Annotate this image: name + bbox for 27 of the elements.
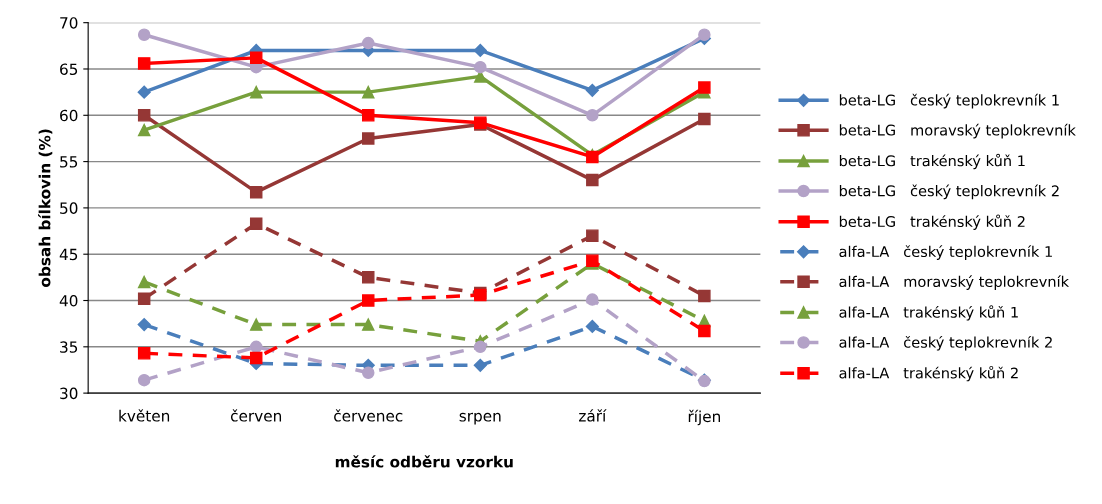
y-tick-label: 40 [59,294,78,307]
legend-label: beta-LG trakénský kůň 2 [839,214,1025,230]
x-tick-label: srpen [459,412,501,425]
y-tick-label: 55 [60,156,78,168]
x-tick-label: červenec [334,409,403,422]
x-tick-label: říjen [688,409,720,426]
y-tick-label: 60 [60,109,78,122]
y-tick-label: 65 [60,63,78,76]
legend-label: alfa-LA trakénský kůň 2 [839,365,1018,382]
x-tick-label: září [579,409,607,422]
legend-label: alfa-LA trakénský kůň 1 [839,305,1018,321]
legend-label: beta-LG trakénský kůň 1 [839,153,1025,170]
legend-label: alfa-LA moravský teplokrevník [839,275,1070,290]
y-axis-title: obsah bílkovin (%) [38,129,53,287]
x-tick-label: červen [230,409,282,422]
legend-label: beta-LG český teplokrevník 1 [839,93,1059,109]
y-tick-label: 50 [60,202,78,214]
y-tick-label: 35 [60,341,78,353]
x-tick-label: květen [119,409,170,422]
y-tick-label: 45 [59,248,78,261]
y-tick-label: 70 [60,17,78,29]
x-axis-title: měsíc odběru vzorku [335,455,513,468]
legend-label: alfa-LA český teplokrevník 2 [839,335,1052,351]
legend-label: beta-LG moravský teplokrevník [839,123,1076,139]
legend-label: alfa-LA český teplokrevník 1 [839,245,1052,260]
y-tick-label: 30 [60,387,78,400]
legend-label: beta-LG český teplokrevník 2 [839,184,1059,200]
